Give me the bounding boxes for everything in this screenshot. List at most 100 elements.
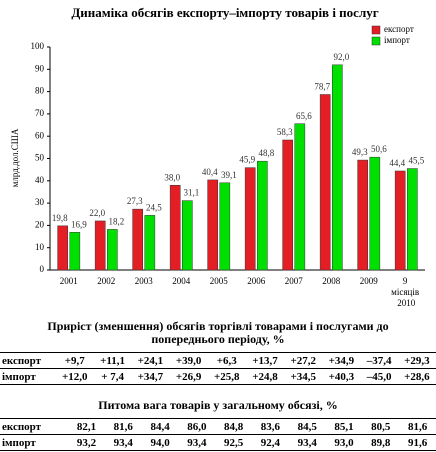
table-cell: +24,8 [245,368,285,385]
legend-swatch [371,25,381,35]
y-axis-label: млрд.дол.США [10,128,20,187]
value-label: 58,3 [277,127,293,137]
table-cell: +6,3 [207,352,246,369]
table-cell: 91,6 [399,434,436,451]
table-cell: 93,2 [68,434,105,451]
bar [132,208,143,271]
table-row: імпорт 93,2 93,4 94,0 93,4 92,5 92,4 93,4 93,0 89… [0,434,436,451]
y-tick-label: 0 [40,264,45,274]
table-cell: 80,5 [362,418,400,435]
bar [144,215,156,271]
table-block: Питома вага товарів у загальному обсязі,… [0,399,436,451]
table-cell: +34,5 [284,368,323,385]
table-cell: 81,6 [104,418,142,435]
table-cell: –37,4 [360,352,398,369]
chart: Динаміка обсягів експорту–імпорту товарі… [10,5,425,308]
row-header: імпорт [0,368,56,385]
y-tick-label: 60 [35,130,45,140]
value-label: 38,0 [164,172,180,182]
y-tick-label: 40 [35,175,45,185]
y-tick-label: 100 [31,41,45,51]
table-cell: +12,0 [55,368,94,385]
bar [57,225,68,271]
table-cell: 84,5 [288,418,326,435]
table-cell: +27,2 [284,352,323,369]
bar [407,168,418,271]
y-tick-label: 90 [35,63,45,73]
value-label: 31,1 [183,188,199,198]
y-tick-label: 20 [35,219,45,229]
bar [169,185,181,271]
table-cell: +40,3 [322,368,361,385]
table-cell: 93,4 [288,434,326,451]
bar [369,156,381,271]
table-cell: +26,9 [169,368,208,385]
y-tick-label: 80 [35,86,45,96]
bar [394,170,406,271]
bar [357,159,368,271]
table-row: експорт +9,7 +11,1 +24,1 +39,0 +6,3 +13,7 +27,2… [0,352,436,369]
table-title: Приріст (зменшення) обсягів торгівлі тов… [47,319,389,346]
table-block: Приріст (зменшення) обсягів торгівлі тов… [0,320,436,385]
table-cell: 93,4 [104,434,142,451]
table-row: імпорт +12,0 + 7,4 +34,7 +26,9 +25,8 +24,8 +34,… [0,368,436,385]
value-label: 45,9 [239,155,255,165]
table-cell: 89,8 [362,434,400,451]
bar [207,179,218,271]
bar [282,139,293,271]
value-label: 45,5 [408,156,424,166]
chart-title: Динаміка обсягів експорту–імпорту товарі… [71,5,378,20]
y-tick-label: 30 [35,197,45,207]
bar [182,200,193,271]
table-cell: +28,6 [397,368,436,385]
value-label: 16,9 [71,219,87,229]
bar [294,123,306,271]
row-header: імпорт [0,434,69,451]
table-cell: +24,1 [131,352,170,369]
value-label: 65,6 [296,111,312,121]
bar [219,182,231,271]
x-tick-label: 9 місяців 2010 [391,276,421,308]
bar [244,167,256,271]
x-tick-label: 2003 [135,276,154,286]
table-cell: 92,4 [252,434,289,451]
table-cell: 84,8 [215,418,253,435]
y-tick-label: 10 [35,242,45,252]
table-row: експорт 82,1 81,6 84,4 86,0 84,8 83,6 84,5 85,1 8… [0,418,436,435]
table-cell: +13,7 [245,352,285,369]
value-label: 50,6 [371,144,387,154]
bar [69,232,81,271]
bar [257,160,268,271]
table-cell: + 7,4 [93,368,132,385]
table-title: Питома вага товарів у загальному обсязі,… [98,398,338,412]
x-tick-label: 2001 [60,276,78,286]
value-label: 48,8 [258,148,274,158]
value-label: 49,3 [352,147,368,157]
table-cell: +9,7 [55,352,94,369]
x-tick-label: 2007 [285,276,304,286]
value-label: 44,4 [389,158,405,168]
table-cell: 86,0 [178,418,216,435]
x-tick-label: 2008 [322,276,341,286]
legend-label: імпорт [384,35,410,45]
x-tick-label: 2009 [360,276,379,286]
value-label: 39,1 [221,170,237,180]
table-cell: 85,1 [325,418,363,435]
value-label: 18,2 [108,216,124,226]
y-tick-label: 50 [35,153,45,163]
value-label: 24,5 [146,202,162,212]
x-tick-label: 2004 [172,276,191,286]
bar [332,64,343,271]
table-cell: 84,4 [141,418,179,435]
y-tick-label: 70 [35,108,45,118]
table-cell: 81,6 [399,418,436,435]
value-label: 19,8 [52,213,68,223]
legend-swatch [371,36,381,46]
table-cell: +25,8 [207,368,246,385]
data-table: експорт 82,1 81,6 84,4 86,0 84,8 83,6 84,5 85,1 8… [0,418,436,451]
table-cell: 93,4 [178,434,216,451]
value-label: 78,7 [314,82,330,92]
table-cell: +34,9 [322,352,361,369]
row-header: експорт [0,352,56,369]
